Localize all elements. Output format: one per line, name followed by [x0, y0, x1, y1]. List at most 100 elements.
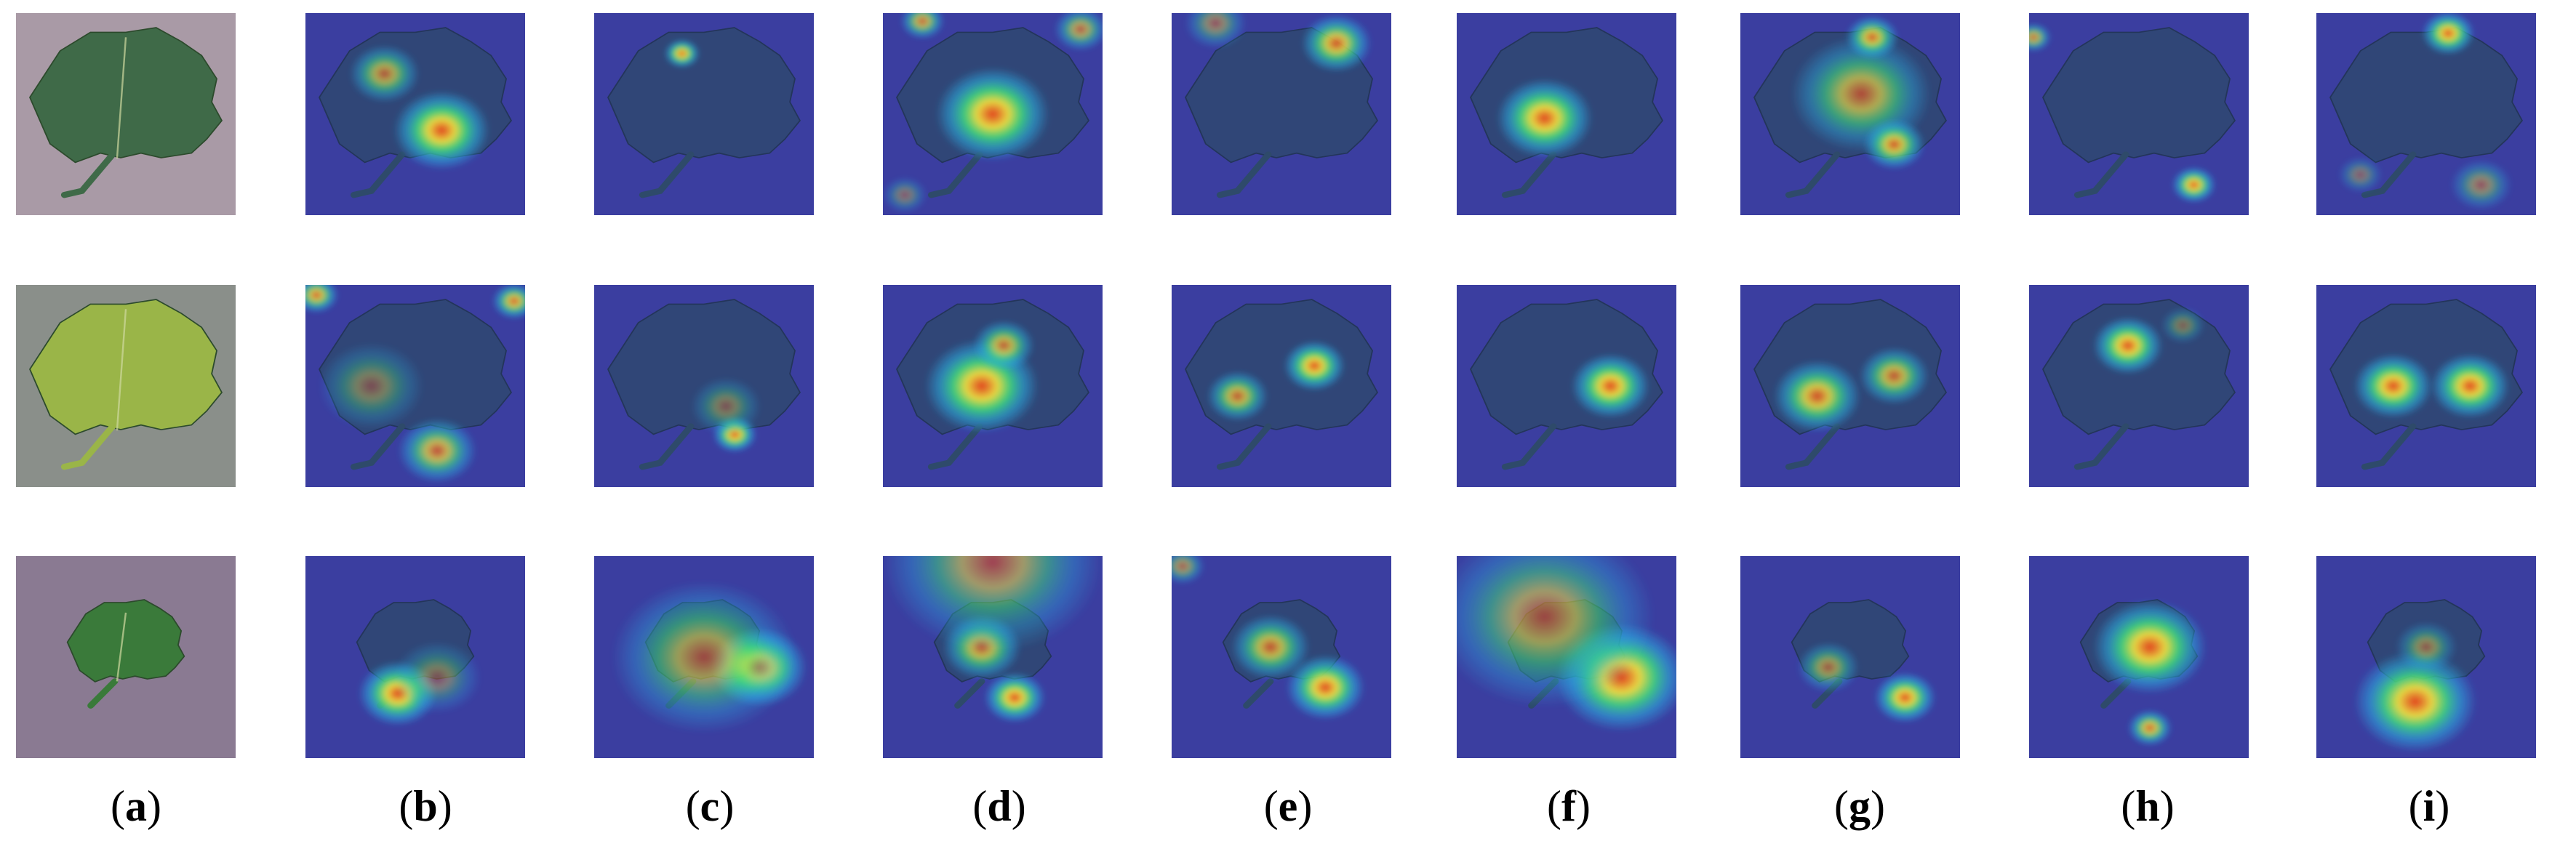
- image-canvas: [883, 13, 1103, 215]
- activation-hotspot: [2161, 307, 2205, 344]
- activation-hotspot: [2172, 166, 2216, 204]
- column-label-f: (f): [1547, 782, 1591, 830]
- image-canvas: [2316, 285, 2536, 487]
- leaf-stem: [2073, 423, 2129, 470]
- activation-hotspot: [1797, 641, 1860, 693]
- leaf-stem: [1243, 678, 1274, 709]
- heatmap-image-r2-h: [2029, 285, 2249, 487]
- activation-hotspot: [972, 320, 1035, 371]
- heatmap-image-r2-f: [1457, 285, 1676, 487]
- activation-hotspot: [305, 285, 339, 313]
- activation-hotspot: [1301, 14, 1372, 73]
- leaf-stem: [1216, 423, 1272, 470]
- column-label-i: (i): [2408, 782, 2450, 830]
- leaf-stem: [60, 423, 116, 470]
- image-canvas: [305, 13, 525, 215]
- image-canvas: [305, 285, 525, 487]
- activation-hotspot: [393, 90, 490, 171]
- column-label-d: (d): [972, 782, 1026, 830]
- heatmap-image-r2-c: [594, 285, 814, 487]
- image-canvas: [1172, 285, 1391, 487]
- activation-hotspot: [1773, 359, 1862, 432]
- activation-hotspot: [2092, 316, 2164, 375]
- heatmap-image-r2-i: [2316, 285, 2536, 487]
- activation-hotspot: [1231, 614, 1311, 680]
- leaf-shape: [2329, 27, 2524, 164]
- column-label-h: (h): [2121, 782, 2175, 830]
- image-canvas: [594, 13, 814, 215]
- leaf-shape: [2042, 27, 2236, 164]
- activation-hotspot: [664, 39, 700, 68]
- image-canvas: [2029, 285, 2249, 487]
- image-canvas: [1740, 13, 1960, 215]
- leaf-stem: [1785, 423, 1841, 470]
- activation-hotspot: [2338, 156, 2383, 193]
- column-letter: h: [2135, 782, 2160, 830]
- leaf-stem: [1501, 151, 1557, 198]
- original-leaf-image-r1-a: [16, 13, 236, 215]
- activation-hotspot: [2431, 353, 2510, 419]
- column-letter: e: [1278, 782, 1298, 830]
- heatmap-image-r1-e: [1172, 13, 1391, 215]
- activation-hotspot: [2450, 159, 2512, 211]
- leaf-stem: [2073, 151, 2129, 198]
- activation-hotspot: [1845, 15, 1899, 60]
- leaf-stem: [350, 423, 406, 470]
- heatmap-image-r1-b: [305, 13, 525, 215]
- image-canvas: [1740, 285, 1960, 487]
- heatmap-image-r1-g: [1740, 13, 1960, 215]
- activation-hotspot: [1874, 672, 1936, 723]
- activation-hotspot: [983, 672, 1046, 723]
- leaf-shape: [29, 27, 223, 164]
- heatmap-image-r1-h: [2029, 13, 2249, 215]
- leaf-stem: [2361, 151, 2417, 198]
- activation-hotspot: [1207, 370, 1268, 422]
- original-leaf-image-r2-a: [16, 285, 236, 487]
- activation-hotspot: [883, 556, 1103, 653]
- image-canvas: [1740, 556, 1960, 758]
- activation-hotspot: [2353, 651, 2477, 753]
- activation-hotspot: [1859, 347, 1929, 406]
- activation-hotspot: [2092, 600, 2207, 695]
- activation-hotspot: [1457, 556, 1655, 708]
- leaf-stem: [639, 423, 695, 470]
- image-canvas: [305, 556, 525, 758]
- heatmap-image-r3-b: [305, 556, 525, 758]
- image-canvas: [16, 13, 236, 215]
- heatmap-image-r3-g: [1740, 556, 1960, 758]
- heatmap-image-r2-d: [883, 285, 1103, 487]
- column-label-g: (g): [1834, 782, 1885, 830]
- image-canvas: [883, 285, 1103, 487]
- heatmap-image-r2-g: [1740, 285, 1960, 487]
- leaf-stem: [1216, 151, 1272, 198]
- column-label-b: (b): [399, 782, 452, 830]
- activation-hotspot: [2029, 23, 2052, 52]
- activation-hotspot: [319, 342, 425, 430]
- leaf-stem: [927, 423, 983, 470]
- activation-hotspot: [1284, 340, 1345, 392]
- activation-hotspot: [1571, 353, 1650, 419]
- activation-hotspot: [1172, 556, 1205, 584]
- activation-hotspot: [935, 66, 1050, 162]
- image-canvas: [1172, 13, 1391, 215]
- heatmap-image-r3-i: [2316, 556, 2536, 758]
- leaf-stem: [1785, 151, 1841, 198]
- activation-hotspot: [2353, 353, 2433, 419]
- activation-hotspot: [1286, 654, 1365, 720]
- heatmap-image-r1-i: [2316, 13, 2536, 215]
- heatmap-image-r2-e: [1172, 285, 1391, 487]
- leaf-stem: [1501, 423, 1557, 470]
- activation-hotspot: [883, 177, 927, 214]
- leaf-stem: [2361, 423, 2417, 470]
- column-label-a: (a): [111, 782, 161, 830]
- column-letter: a: [125, 782, 147, 830]
- image-canvas: [883, 556, 1103, 758]
- activation-hotspot: [690, 377, 761, 435]
- activation-hotspot: [349, 44, 420, 103]
- original-leaf-image-r3-a: [16, 556, 236, 758]
- image-canvas: [16, 556, 236, 758]
- image-canvas: [2316, 13, 2536, 215]
- activation-hotspot: [2127, 709, 2172, 747]
- leaf-stem: [350, 151, 406, 198]
